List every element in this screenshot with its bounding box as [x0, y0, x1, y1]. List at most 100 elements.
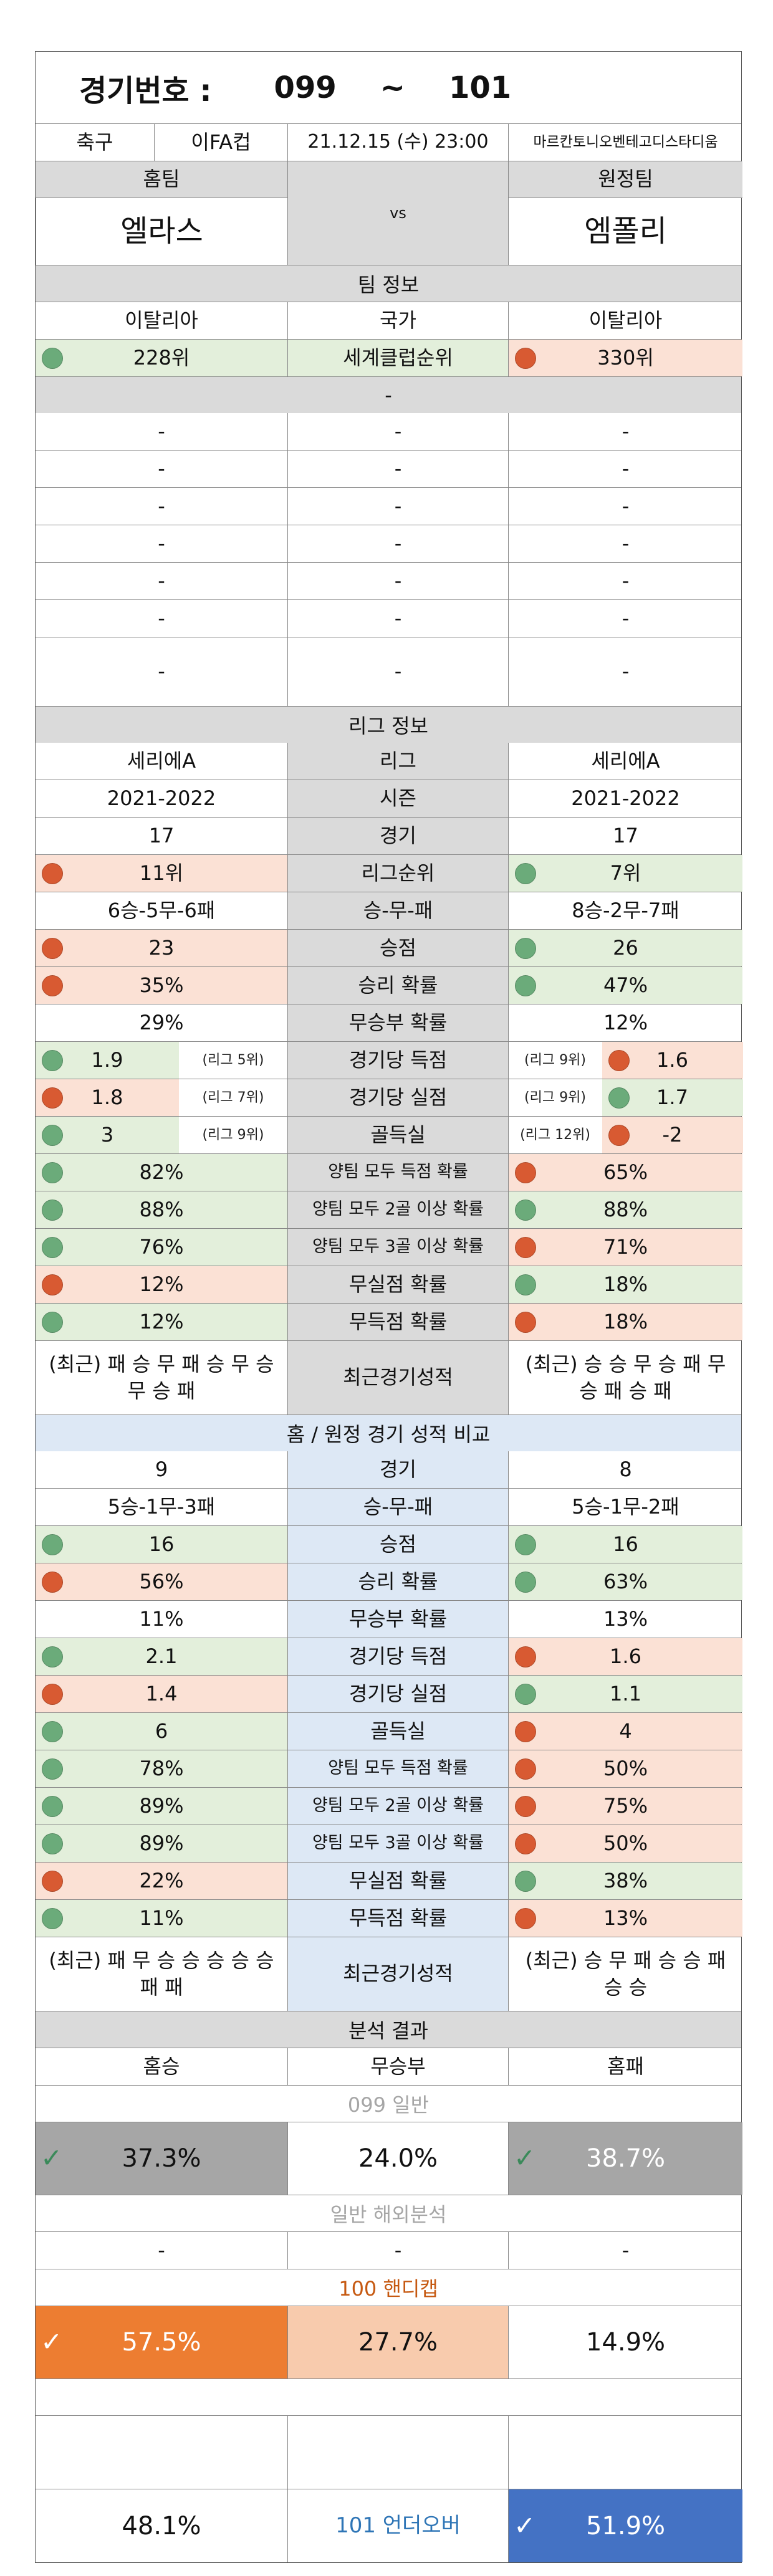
league_info-row: 12% 무실점 확률 18%: [36, 1266, 742, 1303]
homeaway-recent-away: (최근) 승 무 패 승 승 패 승 승: [508, 1937, 742, 2011]
general-draw: 24.0%: [287, 2122, 508, 2195]
homeaway-row: 11% 무득점 확률 13%: [36, 1899, 742, 1937]
dash-home: -: [158, 531, 165, 555]
homeaway-away: 8: [508, 1451, 742, 1488]
vs-label: vs: [287, 161, 508, 265]
league_info-away: 88%: [508, 1191, 742, 1228]
league_info-away-text: 1.6: [656, 1047, 688, 1072]
overseas-draw: -: [287, 2232, 508, 2269]
league_info-away-text: 1.7: [656, 1085, 688, 1109]
league_info-row: 6승-5무-6패 승-무-패 8승-2무-7패: [36, 892, 741, 929]
status-dot-icon: [515, 1236, 536, 1258]
dash-home: -: [158, 606, 165, 630]
home-loss-label: 홈패: [508, 2048, 742, 2085]
league_info-home: 76%: [36, 1229, 287, 1266]
homeaway-recent-label: 최근경기성적: [287, 1937, 508, 2011]
dash-away: -: [508, 413, 742, 450]
status-dot-icon: [42, 1870, 63, 1892]
league_info-home: 6승-5무-6패: [36, 892, 287, 929]
league_info-row: 3 (리그 9위) 골득실 (리그 12위) -2: [36, 1116, 743, 1153]
homeaway-away: 38%: [508, 1863, 742, 1899]
match-info-row: 축구 이FA컵 21.12.15 (수) 23:00 마르칸토니오벤테고디스타디…: [36, 123, 741, 161]
league_info-away-text: 17: [613, 823, 638, 847]
homeaway-home-text: 56%: [139, 1569, 184, 1593]
underover-title: 101 언더오버: [287, 2489, 508, 2562]
homeaway-label: 양팀 모두 득점 확률: [287, 1750, 508, 1787]
league_info-label: 승점: [287, 930, 508, 966]
dash-row: ---: [36, 413, 741, 450]
league_info-away: (리그 12위) -2: [508, 1117, 743, 1153]
homeaway-label: 승리 확률: [287, 1563, 508, 1600]
homeaway-row: 56% 승리 확률 63%: [36, 1563, 742, 1600]
status-dot-icon: [515, 975, 536, 996]
league_info-away-value: -2: [602, 1117, 743, 1153]
dash-home: -: [158, 659, 165, 684]
league_info-row: 29% 무승부 확률 12%: [36, 1004, 741, 1041]
league_info-home-text: 세리에A: [127, 748, 196, 773]
homeaway-row: 1.4 경기당 실점 1.1: [36, 1675, 742, 1712]
homeaway-away-text: 1.1: [610, 1681, 641, 1705]
homeaway-label: 무득점 확률: [287, 1900, 508, 1937]
league_info-home-text: 88%: [139, 1197, 184, 1221]
homeaway-away-text: 13%: [603, 1906, 648, 1930]
league-recent-home: (최근) 패 승 무 패 승 무 승 무 승 패: [49, 1352, 274, 1403]
dash-home: -: [158, 568, 165, 593]
homeaway-home-text: 78%: [139, 1756, 184, 1780]
league_info-away-text: 세리에A: [591, 748, 660, 773]
league_info-home: 12%: [36, 1304, 287, 1340]
status-dot-icon: [608, 1087, 630, 1109]
status-dot-icon: [42, 1199, 63, 1221]
status-dot-icon: [608, 1124, 630, 1146]
league_info-home-value: 1.9: [36, 1042, 179, 1079]
dash-row: ---: [36, 562, 741, 599]
league_info-away: 65%: [508, 1154, 742, 1191]
homeaway-label: 승점: [287, 1526, 508, 1563]
check-icon: ✓: [514, 2510, 536, 2541]
league_info-label: 양팀 모두 득점 확률: [287, 1154, 508, 1191]
homeaway-away-text: 8: [619, 1457, 632, 1481]
league_info-home-rank: (리그 7위): [202, 1089, 264, 1105]
homeaway-home: 56%: [36, 1563, 287, 1600]
homeaway-label: 골득실: [287, 1713, 508, 1750]
header-to: 101: [448, 70, 512, 105]
league_info-home: 82%: [36, 1154, 287, 1191]
league_info-label: 경기당 실점: [287, 1079, 508, 1116]
handicap-title: 100 핸디캡: [36, 2269, 741, 2306]
league-recent-label: 최근경기성적: [287, 1341, 508, 1414]
homeaway-home: 6: [36, 1713, 287, 1750]
league_info-away-text: -2: [662, 1122, 683, 1147]
league_info-home-text: 23: [148, 935, 175, 960]
dash-row: ---: [36, 525, 741, 562]
league_info-away-text: 65%: [603, 1160, 648, 1184]
league_info-home: 11위: [36, 855, 287, 892]
league_info-away: 18%: [508, 1266, 742, 1303]
league_info-row: 2021-2022 시즌 2021-2022: [36, 780, 741, 817]
dash-away: -: [508, 563, 742, 599]
dash-row: ---: [36, 637, 741, 706]
league_info-label: 리그순위: [287, 855, 508, 892]
handicap-home: ✓ 57.5%: [36, 2306, 287, 2378]
homeaway-home: 78%: [36, 1750, 287, 1787]
league_info-home-rank: (리그 5위): [202, 1052, 264, 1068]
homeaway-label: 경기당 실점: [287, 1676, 508, 1712]
league_info-away-text: 71%: [603, 1234, 648, 1259]
league_info-row: 76% 양팀 모두 3골 이상 확률 71%: [36, 1228, 742, 1266]
league_info-away: 7위: [508, 855, 742, 892]
sport: 축구: [76, 130, 113, 154]
league_info-label: 골득실: [287, 1117, 508, 1153]
status-dot-icon: [42, 1833, 63, 1854]
analysis-title: 분석 결과: [36, 2011, 741, 2048]
league_info-home: 23: [36, 930, 287, 966]
teams-row: 홈팀 엘라스 vs 원정팀 엠폴리: [36, 161, 742, 265]
homeaway-label: 무실점 확률: [287, 1863, 508, 1899]
league-info-title: 리그 정보: [36, 706, 741, 743]
check-icon: ✓: [41, 2142, 63, 2173]
dash-away: -: [508, 451, 742, 487]
homeaway-home-text: 89%: [139, 1793, 184, 1818]
league_info-home: 1.9 (리그 5위): [36, 1042, 287, 1079]
status-dot-icon: [515, 1870, 536, 1892]
status-dot-icon: [42, 1311, 63, 1333]
status-dot-icon: [42, 1646, 63, 1667]
homeaway-home: 11%: [36, 1900, 287, 1937]
away-label: 원정팀: [509, 161, 742, 198]
